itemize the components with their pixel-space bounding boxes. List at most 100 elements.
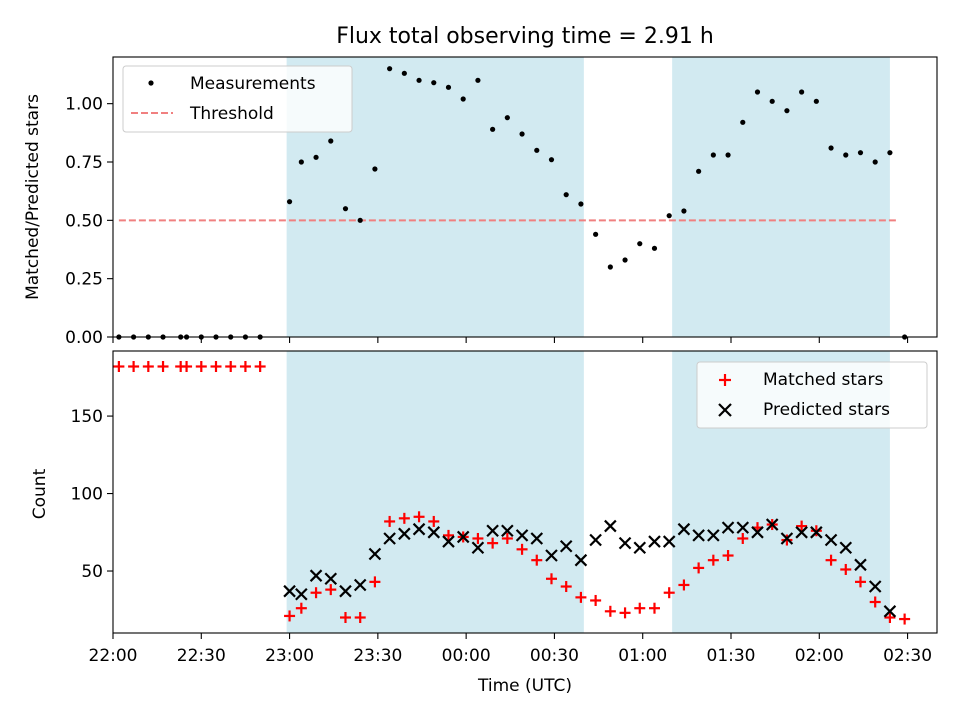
legend-marker-matched <box>719 374 731 386</box>
predicted-star-point-9 <box>412 522 426 536</box>
matched-star-point-41 <box>722 550 734 562</box>
measurement-point-50 <box>857 150 864 156</box>
predicted-star-mark <box>339 584 352 598</box>
predicted-star-point-34 <box>780 532 794 545</box>
predicted-star-mark <box>383 532 396 545</box>
predicted-star-mark <box>692 529 705 542</box>
matched-star-point-29 <box>545 573 557 585</box>
predicted-star-mark <box>604 519 617 533</box>
measurement-point-40 <box>710 152 716 158</box>
top-legend-frame <box>122 65 353 133</box>
measurement-point-41 <box>725 152 731 158</box>
predicted-star-mark <box>721 521 735 534</box>
predicted-star-point-13 <box>471 541 485 555</box>
matched-star-point-51 <box>869 596 881 608</box>
predicted-star-point-38 <box>839 541 853 555</box>
predicted-star-point-33 <box>765 518 779 531</box>
predicted-star-point-19 <box>559 539 573 553</box>
matched-star-point-28 <box>531 554 543 566</box>
top-legend: Measurements Threshold <box>122 65 353 133</box>
top-y-tick-label: 0.75 <box>65 153 103 173</box>
matched-star-point-38 <box>678 579 690 591</box>
predicted-star-point-24 <box>633 541 647 555</box>
predicted-star-point-37 <box>824 533 838 547</box>
predicted-star-point-22 <box>604 519 617 533</box>
matched-star-point-32 <box>590 594 602 606</box>
matched-star-point-1 <box>128 360 140 372</box>
predicted-star-mark <box>751 526 764 539</box>
matched-star-point-20 <box>413 511 425 523</box>
predicted-star-point-17 <box>530 532 544 545</box>
measurement-point-49 <box>843 152 849 158</box>
predicted-star-point-41 <box>883 605 897 618</box>
x-tick-label: 02:00 <box>795 646 844 666</box>
predicted-star-mark <box>486 524 499 538</box>
predicted-star-point-16 <box>515 529 529 542</box>
x-tick-label: 23:30 <box>353 646 402 666</box>
predicted-star-mark <box>648 535 661 548</box>
measurement-point-18 <box>387 66 393 72</box>
predicted-star-mark <box>854 558 867 572</box>
matched-star-point-10 <box>254 360 266 372</box>
matched-star-point-9 <box>239 360 251 372</box>
top-panel: 0.00 0.25 0.50 0.75 1.00 <box>65 56 938 348</box>
x-tick-label: 23:00 <box>265 646 314 666</box>
measurement-point-29 <box>548 157 555 163</box>
predicted-star-point-32 <box>751 526 764 539</box>
predicted-star-mark <box>765 518 779 531</box>
predicted-star-point-36 <box>810 526 823 539</box>
x-axis-label: Time (UTC) <box>477 676 572 696</box>
matched-star-point-33 <box>604 605 616 617</box>
predicted-star-point-11 <box>442 535 455 548</box>
predicted-star-point-27 <box>677 522 691 536</box>
matched-star-point-42 <box>737 532 749 544</box>
measurement-point-20 <box>416 77 422 83</box>
top-y-tick-label: 0.50 <box>65 211 103 231</box>
matched-star-point-24 <box>472 532 484 544</box>
predicted-star-mark <box>559 539 573 553</box>
matched-star-point-31 <box>575 591 587 603</box>
x-tick-label: 22:30 <box>177 646 226 666</box>
matched-star-point-34 <box>619 607 631 619</box>
matched-star-point-39 <box>693 562 705 574</box>
predicted-star-mark <box>427 526 441 539</box>
matched-star-point-2 <box>142 360 154 372</box>
matched-star-point-36 <box>648 602 660 614</box>
x-tick-label: 00:30 <box>530 646 579 666</box>
matched-star-point-13 <box>310 587 322 599</box>
top-y-tick-label: 0.25 <box>65 270 103 290</box>
predicted-star-mark <box>412 522 426 536</box>
measurement-point-37 <box>666 213 672 219</box>
matched-star-point-46 <box>796 520 808 532</box>
predicted-star-mark <box>353 578 367 592</box>
measurement-point-15 <box>342 206 349 212</box>
matched-star-point-30 <box>560 581 572 593</box>
x-tick-label: 01:00 <box>618 646 667 666</box>
predicted-star-mark <box>309 569 323 582</box>
matched-star-point-0 <box>113 360 125 372</box>
bottom-axes-frame <box>112 350 938 634</box>
predicted-star-point-8 <box>398 527 411 541</box>
predicted-star-mark <box>868 580 882 593</box>
predicted-star-mark <box>736 521 750 534</box>
matched-star-point-12 <box>295 602 307 614</box>
predicted-star-mark <box>501 524 514 538</box>
predicted-star-mark <box>515 529 529 542</box>
measurement-point-27 <box>519 131 525 137</box>
predicted-star-mark <box>589 533 602 547</box>
measurement-point-48 <box>828 145 834 151</box>
predicted-star-point-28 <box>692 529 705 542</box>
bottom-y-tick-label: 50 <box>81 562 103 582</box>
predicted-star-mark <box>707 529 720 542</box>
measurement-point-17 <box>372 166 378 172</box>
predicted-star-mark <box>810 526 823 539</box>
matched-star-point-48 <box>825 554 837 566</box>
predicted-star-point-2 <box>309 569 323 582</box>
matched-star-point-3 <box>157 360 169 372</box>
measurement-point-35 <box>637 241 643 247</box>
predicted-star-point-30 <box>721 521 735 534</box>
measurement-point-34 <box>622 257 628 263</box>
predicted-star-point-18 <box>545 549 558 562</box>
matched-star-point-50 <box>854 576 866 588</box>
predicted-star-point-40 <box>868 580 882 593</box>
